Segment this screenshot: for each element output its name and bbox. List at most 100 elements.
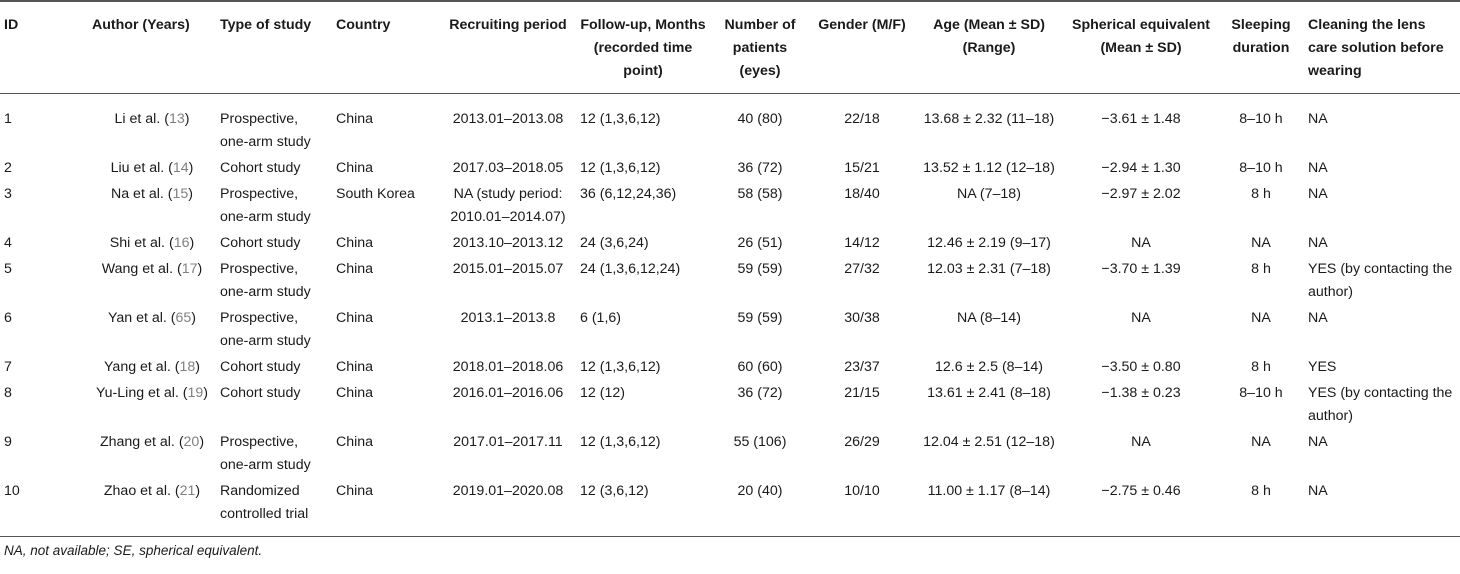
cell-se: −2.97 ± 2.02 — [1101, 186, 1181, 202]
cell-sleep: 8 h — [1251, 186, 1271, 202]
cell-cleaning: NA — [1304, 480, 1460, 537]
cell-patients: 59 (59) — [737, 310, 783, 326]
cell-country: China — [336, 385, 374, 401]
author-name: Wang et al. — [101, 261, 174, 277]
cell-author: Yu-Ling et al. (19) — [95, 385, 208, 401]
cell-sleep: 8 h — [1218, 480, 1304, 537]
cell-period: 2015.01–2015.07 — [452, 261, 564, 277]
cell-cleaning: YES (by contacting the author) — [1308, 261, 1453, 300]
cell-age: NA (7–18) — [957, 186, 1021, 202]
cell-cleaning: YES — [1308, 359, 1337, 375]
cell-id: 7 — [4, 359, 12, 375]
table-row: 3 Na et al. (15) Prospective, one-arm stud… — [0, 183, 1460, 232]
column-header: Gender (M/F) — [810, 0, 914, 94]
cell-followup: 12 (3,6,12) — [576, 480, 710, 537]
cell-type: Prospective, one-arm study — [220, 261, 311, 300]
reference-link[interactable]: 13 — [168, 111, 185, 127]
cell-sleep: NA — [1251, 434, 1271, 450]
table-row: 9 Zhang et al. (20) Prospective, one-arm s… — [0, 431, 1460, 480]
reference-link[interactable]: 15 — [172, 186, 189, 202]
cell-sleep: NA — [1251, 235, 1271, 251]
author-name: Zhang et al. — [99, 434, 175, 450]
reference-link[interactable]: 14 — [172, 160, 189, 176]
cell-age: 12.03 ± 2.31 (7–18) — [927, 261, 1051, 277]
cell-sleep: 8 h — [1251, 359, 1271, 375]
cell-gender: 27/32 — [844, 261, 880, 277]
reference-link[interactable]: 17 — [181, 261, 198, 277]
cell-cleaning: NA — [1308, 160, 1328, 176]
cell-period: 2017.03–2018.05 — [452, 160, 564, 176]
cell-type: Prospective, one-arm study — [220, 186, 311, 225]
author-name: Yu-Ling et al. — [95, 385, 179, 401]
cell-sleep: 8–10 h — [1239, 385, 1283, 401]
reference-link[interactable]: 18 — [179, 359, 196, 375]
cell-se: −2.94 ± 1.30 — [1101, 160, 1181, 176]
cell-patients: 36 (72) — [737, 385, 783, 401]
table-body: 1 Li et al. (13) Prospective, one-arm stud… — [0, 94, 1460, 537]
cell-se: NA — [1131, 310, 1151, 326]
column-header: Age (Mean ± SD) (Range) — [914, 0, 1064, 94]
cell-cleaning: NA — [1308, 111, 1328, 127]
cell-type: Cohort study — [220, 385, 301, 401]
cell-period: 2013.1–2013.8 — [460, 310, 556, 326]
table-row: 8 Yu-Ling et al. (19) Cohort study China 201… — [0, 382, 1460, 431]
cell-se: −3.61 ± 1.48 — [1101, 111, 1181, 127]
cell-sleep: 8 h — [1251, 261, 1271, 277]
reference-link[interactable]: 21 — [179, 483, 196, 499]
cell-se: −3.50 ± 0.80 — [1101, 359, 1181, 375]
reference-link[interactable]: 19 — [187, 385, 204, 401]
cell-author: Zhao et al. (21) — [88, 480, 216, 537]
cell-gender: 30/38 — [844, 310, 880, 326]
cell-gender: 10/10 — [810, 480, 914, 537]
author-name: Na et al. — [110, 186, 164, 202]
cell-followup: 24 (3,6,24) — [580, 235, 649, 251]
cell-age: 12.04 ± 2.51 (12–18) — [923, 434, 1055, 450]
cell-author: Shi et al. (16) — [109, 235, 195, 251]
column-header: Country — [332, 0, 440, 94]
cell-cleaning: NA — [1308, 434, 1328, 450]
cell-type: Prospective, one-arm study — [220, 111, 311, 150]
cell-gender: 23/37 — [844, 359, 880, 375]
column-header: Follow-up, Months (recorded time point) — [576, 0, 710, 94]
cell-author: Li et al. (13) — [114, 111, 190, 127]
cell-patients: 55 (106) — [733, 434, 787, 450]
author-name: Yan et al. — [107, 310, 167, 326]
cell-country: China — [336, 261, 374, 277]
cell-se: NA — [1131, 434, 1151, 450]
reference-link[interactable]: 65 — [175, 310, 192, 326]
reference-link[interactable]: 16 — [173, 235, 190, 251]
cell-se: −1.38 ± 0.23 — [1101, 385, 1181, 401]
cell-gender: 14/12 — [844, 235, 880, 251]
cell-country: China — [336, 235, 374, 251]
cell-id: 2 — [4, 160, 12, 176]
cell-country: China — [336, 310, 374, 326]
cell-patients: 20 (40) — [710, 480, 810, 537]
cell-gender: 26/29 — [844, 434, 880, 450]
author-name: Liu et al. — [110, 160, 165, 176]
reference-link[interactable]: 20 — [183, 434, 200, 450]
table-footnote: NA, not available; SE, spherical equival… — [4, 543, 263, 558]
cell-id: 5 — [4, 261, 12, 277]
table-row: 1 Li et al. (13) Prospective, one-arm stud… — [0, 94, 1460, 158]
cell-patients: 60 (60) — [737, 359, 783, 375]
cell-gender: 21/15 — [844, 385, 880, 401]
column-header: Sleeping duration — [1218, 0, 1304, 94]
cell-cleaning: NA — [1308, 186, 1328, 202]
cell-followup: 36 (6,12,24,36) — [580, 186, 677, 202]
cell-country: China — [336, 160, 374, 176]
cell-followup: 6 (1,6) — [580, 310, 622, 326]
column-header: Type of study — [216, 0, 332, 94]
cell-age: 13.52 ± 1.12 (12–18) — [923, 160, 1055, 176]
cell-gender: 22/18 — [844, 111, 880, 127]
cell-id: 4 — [4, 235, 12, 251]
cell-type: Prospective, one-arm study — [220, 434, 311, 473]
author-name: Li et al. — [114, 111, 161, 127]
cell-type: Randomized controlled trial — [216, 480, 332, 537]
cell-id: 3 — [4, 186, 12, 202]
cell-country: South Korea — [336, 186, 415, 202]
cell-period: 2013.01–2013.08 — [452, 111, 564, 127]
table-row: 5 Wang et al. (17) Prospective, one-arm st… — [0, 258, 1460, 307]
cell-se: −3.70 ± 1.39 — [1101, 261, 1181, 277]
cell-period: NA (study period: 2010.01–2014.07) — [450, 186, 566, 225]
